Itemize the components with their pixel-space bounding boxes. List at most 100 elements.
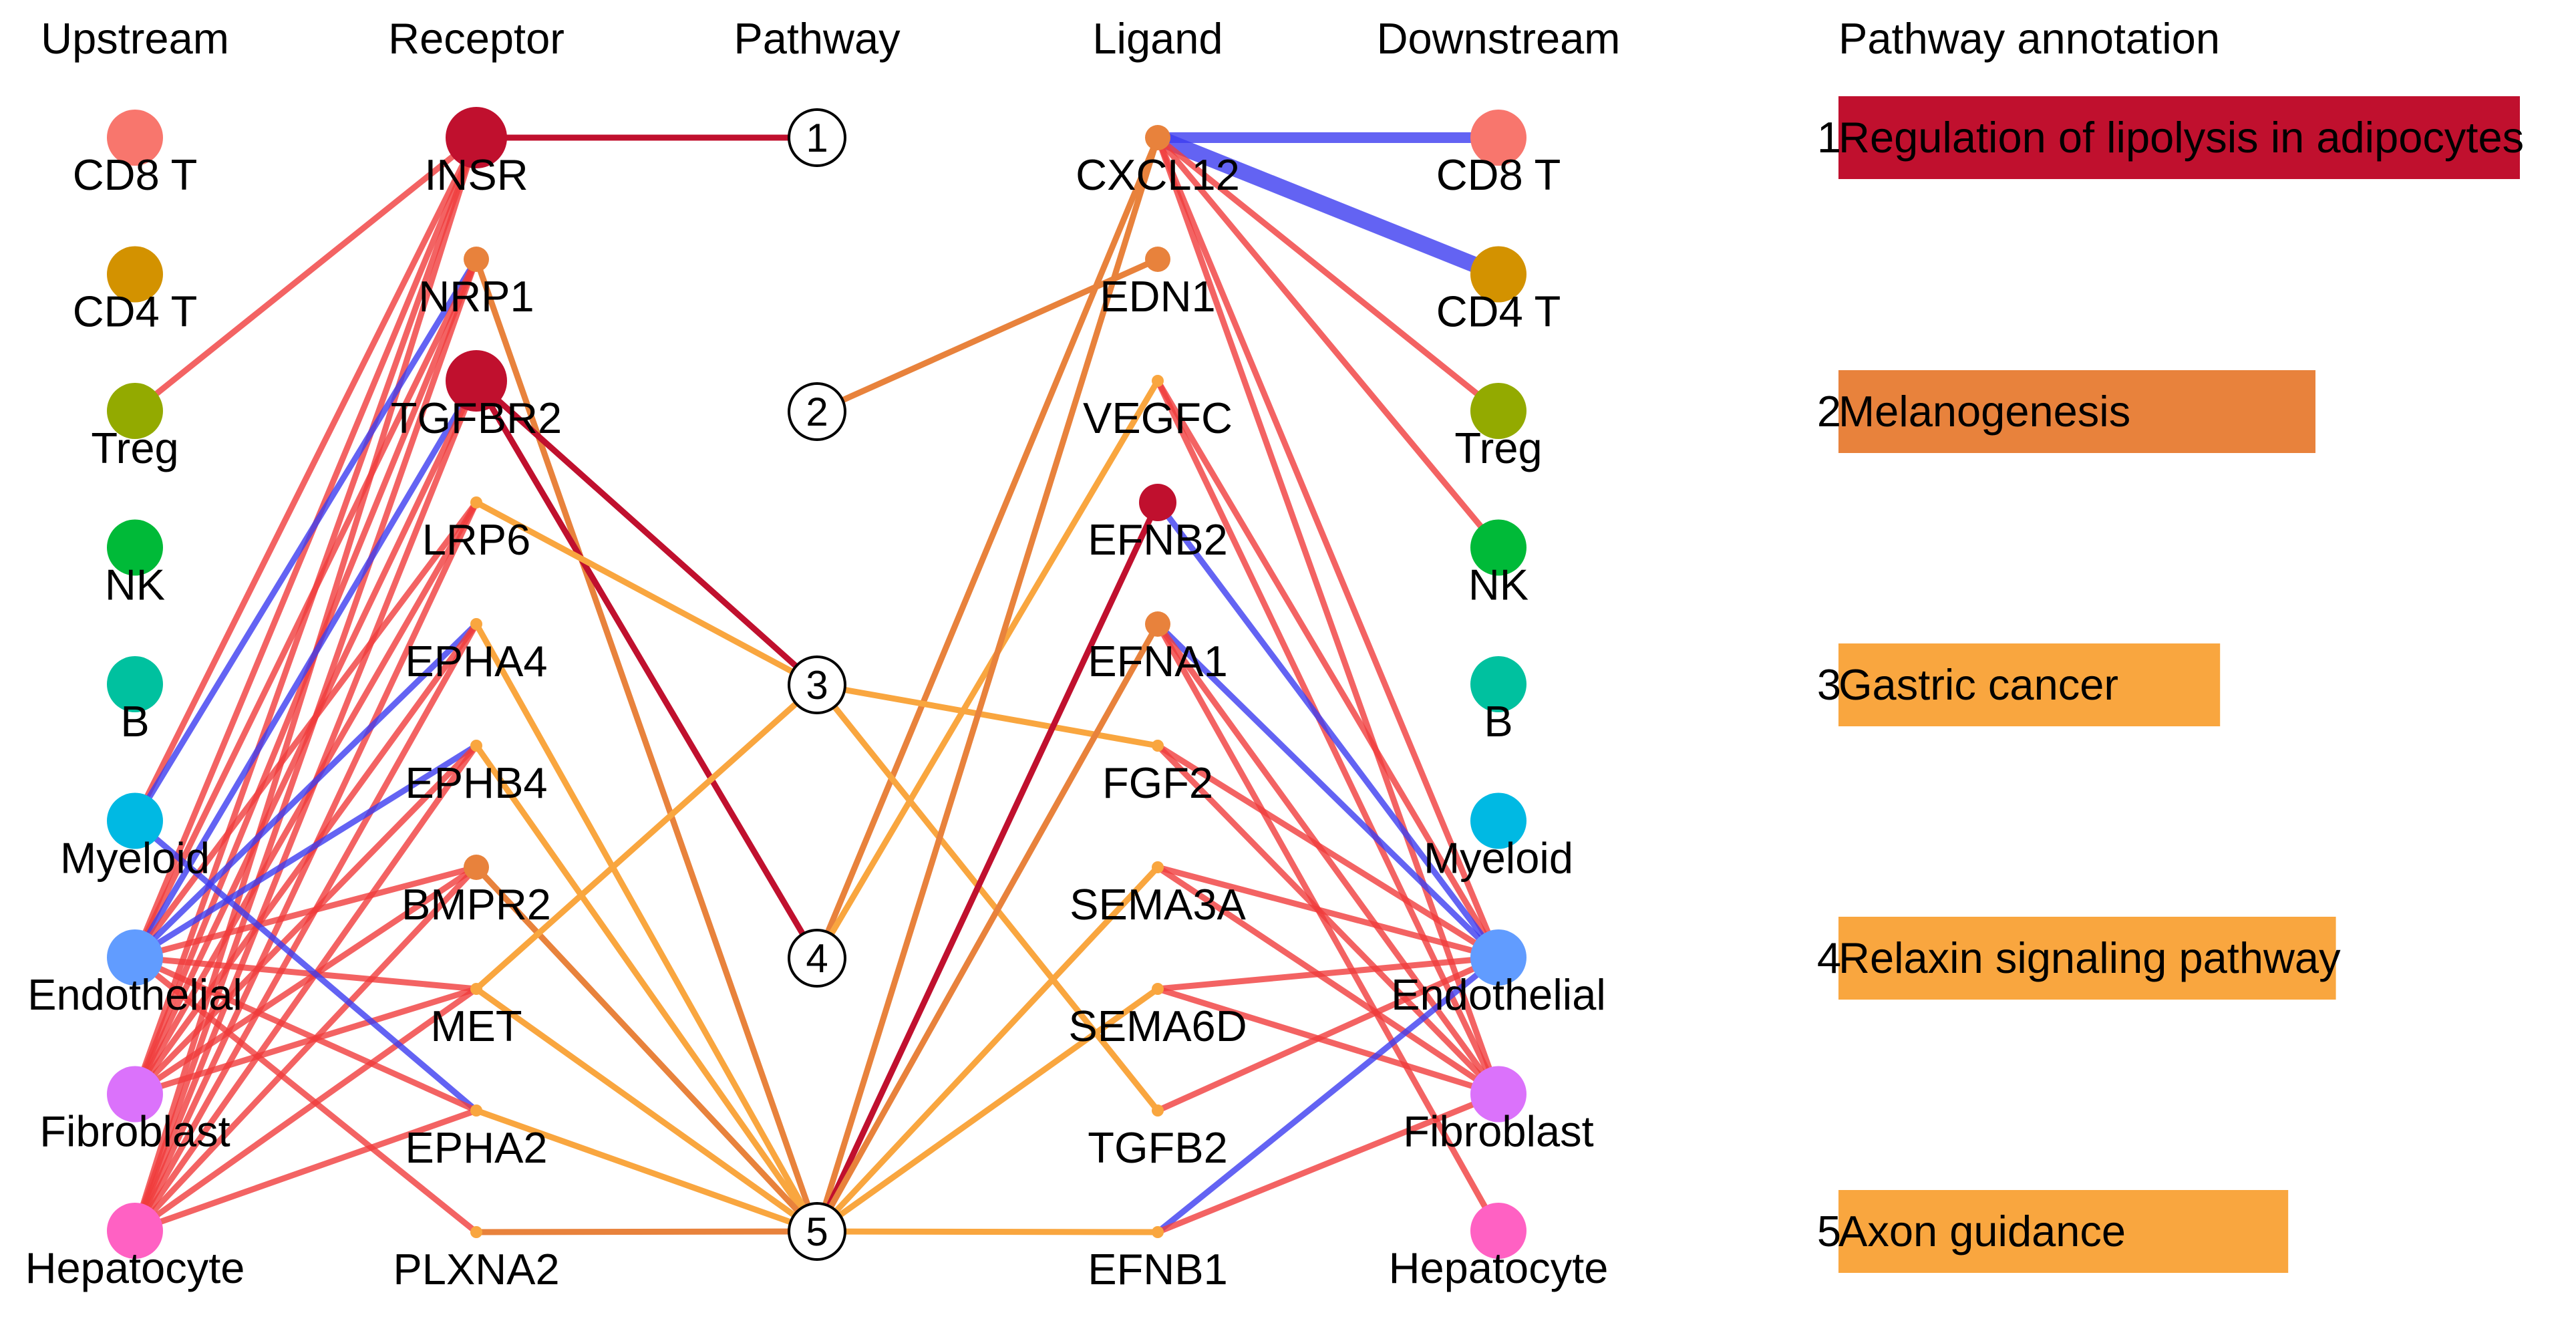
edge-p2-l_edn1 (814, 256, 1161, 415)
receptor-node-r_tgfbr2 (446, 350, 507, 412)
receptor-label: PLXNA2 (393, 1245, 559, 1294)
ligand-node-l_vegfc (1152, 375, 1164, 387)
edge-p3-l_fgf2 (814, 682, 1161, 749)
edge-r_met-p3 (473, 682, 820, 992)
edge-r_lrp6-p3 (473, 499, 820, 688)
edge-l_sema6d-d_endo (1154, 954, 1502, 992)
receptor-node-r_epha2 (470, 1104, 482, 1117)
edge-l_vegfc-d_endo (1154, 378, 1502, 961)
ligand-label: EFNB1 (1088, 1245, 1228, 1294)
edge-l_sema3a-d_fib (1154, 864, 1502, 1097)
edge-u_hep-r_nrp1 (132, 256, 480, 1234)
annotation-label: Relaxin signaling pathway (1838, 933, 2341, 982)
edge-u_endo-r_bmpr2 (132, 864, 480, 961)
upstream-cell-node-u_nk (107, 519, 163, 576)
ligand-node-l_fgf2 (1152, 740, 1164, 752)
downstream-cell-label: Fibroblast (1403, 1107, 1593, 1156)
annotation-bar (1838, 643, 2221, 726)
ligand-label: EFNA1 (1088, 637, 1228, 686)
downstream-cell-label: CD8 T (1436, 150, 1561, 199)
annotation-label: Regulation of lipolysis in adipocytes (1838, 113, 2524, 162)
header-upstream: Upstream (41, 14, 229, 63)
edge-u_endo-r_plxna2 (132, 954, 480, 1235)
upstream-cell-label: Myeloid (60, 834, 210, 883)
pathway-number: 3 (806, 663, 828, 708)
edge-l_cxcl12-d_nk (1154, 134, 1502, 551)
upstream-cell-label: CD4 T (73, 287, 198, 336)
edge-u_hep-r_epha2 (132, 1107, 480, 1234)
downstream-cell-label: Hepatocyte (1389, 1243, 1609, 1292)
downstream-cell-node-d_b (1470, 656, 1526, 712)
ligand-node-l_tgfb2 (1152, 1104, 1164, 1117)
annotation-number: 2 (1817, 387, 1841, 436)
edge-l_fgf2-d_endo (1154, 742, 1502, 961)
downstream-cell-node-d_treg (1470, 383, 1526, 439)
ligand-label: VEGFC (1083, 394, 1233, 442)
annotation-number: 4 (1817, 933, 1841, 982)
receptor-label: EPHA4 (405, 637, 547, 686)
upstream-cell-node-u_cd4 (107, 246, 163, 303)
edge-l_sema3a-d_endo (1154, 864, 1502, 961)
edge-u_fib-r_nrp1 (132, 256, 480, 1097)
receptor-label: LRP6 (422, 515, 531, 564)
pathway-number: 5 (806, 1209, 828, 1254)
receptor-node-r_lrp6 (470, 496, 482, 508)
edge-l_efna1-d_hep (1154, 621, 1502, 1234)
ligand-label: SEMA3A (1070, 880, 1246, 929)
upstream-cell-node-u_hep (107, 1203, 163, 1259)
upstream-cell-node-u_endo (107, 929, 163, 986)
edge-p3-l_tgfb2 (814, 682, 1161, 1114)
ligand-node-l_efnb2 (1139, 484, 1176, 521)
receptor-node-r_plxna2 (470, 1226, 482, 1238)
downstream-cell-node-d_cd8 (1470, 110, 1526, 166)
upstream-cell-node-u_mye (107, 792, 163, 849)
upstream-cell-label: B (120, 697, 149, 746)
edges-layer (132, 130, 1506, 1235)
edge-l_sema6d-d_fib (1154, 986, 1502, 1097)
annotation-label: Melanogenesis (1838, 387, 2130, 436)
annotation-number: 1 (1817, 113, 1841, 162)
pathway-number: 4 (806, 936, 828, 981)
headers-layer: Upstream Receptor Pathway Ligand Downstr… (41, 14, 2220, 63)
annotation-bar (1838, 917, 2336, 1000)
upstream-cell-label: Hepatocyte (25, 1243, 245, 1292)
edge-u_fib-r_tgfbr2 (132, 378, 480, 1097)
receptor-node-r_epha4 (470, 618, 482, 630)
edge-p5-l_efnb2 (814, 499, 1161, 1235)
edge-u_fib-r_met (132, 986, 480, 1097)
pathway-node-p1 (788, 108, 846, 167)
downstream-cell-label: B (1484, 697, 1512, 746)
edge-u_endo-r_insr (132, 134, 480, 961)
annotation-label: Gastric cancer (1838, 660, 2118, 709)
header-pathway-annotation: Pathway annotation (1838, 14, 2220, 63)
edge-u_hep-r_tgfbr2 (132, 378, 480, 1234)
edge-u_endo-r_epha2 (132, 954, 480, 1114)
edge-u_endo-r_met (132, 954, 480, 992)
edge-u_hep-r_epha4 (132, 621, 480, 1234)
edge-r_tgfbr2-p3 (473, 378, 820, 688)
header-downstream: Downstream (1377, 14, 1621, 63)
edge-l_cxcl12-d_endo (1154, 134, 1502, 961)
receptor-label: NRP1 (418, 272, 534, 321)
annotation-bar (1838, 96, 2520, 179)
annotation-bar (1838, 370, 2315, 453)
ligand-label: EDN1 (1100, 272, 1215, 321)
receptor-label: MET (430, 1002, 522, 1050)
edge-l_cxcl12-d_treg (1154, 134, 1502, 414)
downstream-cell-label: Myeloid (1424, 834, 1573, 883)
receptor-node-r_nrp1 (464, 247, 489, 272)
edge-l_efna1-d_fib (1154, 621, 1502, 1097)
edge-u_endo-r_lrp6 (132, 499, 480, 961)
edge-u_mye-r_nrp1 (132, 256, 480, 824)
edge-p5-l_sema3a (814, 864, 1161, 1235)
edge-u_hep-r_met (132, 986, 480, 1234)
downstream-cell-node-d_nk (1470, 519, 1526, 576)
ligand-node-l_efna1 (1145, 611, 1170, 637)
edge-u_mye-r_insr (132, 134, 480, 824)
edge-l_vegfc-d_fib (1154, 378, 1502, 1097)
receptor-label: EPHB4 (405, 758, 547, 807)
pathway-number: 1 (806, 116, 828, 160)
ligand-label: EFNB2 (1088, 515, 1228, 564)
edge-u_fib-r_insr (132, 134, 480, 1097)
